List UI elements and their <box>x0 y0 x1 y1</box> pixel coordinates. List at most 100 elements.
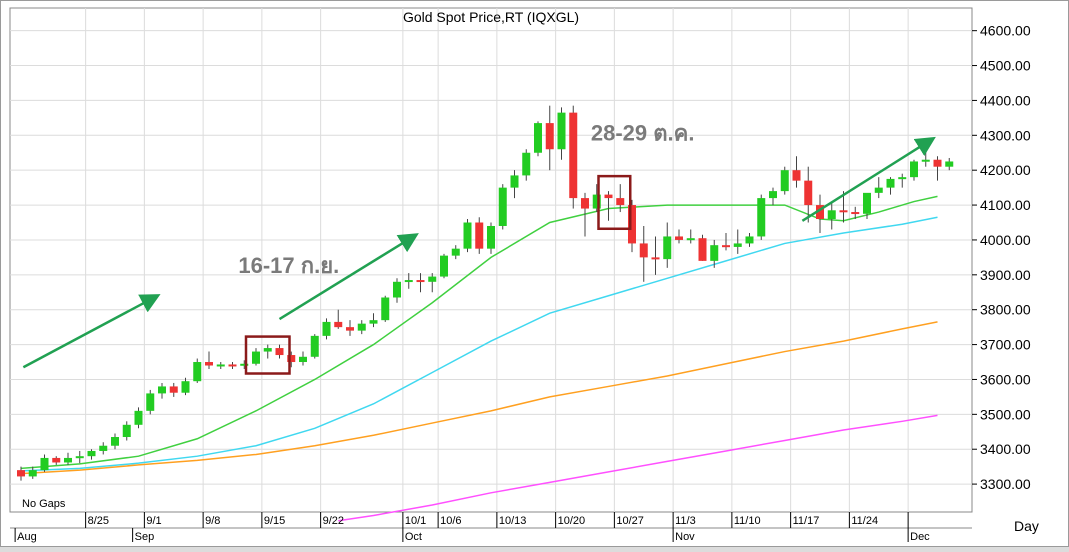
x-day-label: 10/1 <box>405 515 426 527</box>
candle-body <box>792 170 801 181</box>
highlight-box <box>597 174 632 231</box>
candle-body <box>686 238 695 241</box>
candle-body <box>475 222 484 249</box>
candle-body <box>933 159 942 167</box>
candle-body <box>510 175 519 188</box>
candle-body <box>722 245 730 248</box>
no-gaps-note: No Gaps <box>22 498 66 510</box>
candle-body <box>827 210 836 220</box>
highlight-box <box>244 335 291 375</box>
trend-arrow <box>22 294 161 369</box>
y-tick-label: 3500.00 <box>980 406 1031 422</box>
candle-body <box>193 362 202 382</box>
candle-body <box>863 192 871 214</box>
moving-average-line <box>338 414 938 522</box>
candle-body <box>416 280 425 283</box>
x-day-label: 11/3 <box>675 515 696 527</box>
x-day-label: 9/8 <box>205 515 220 527</box>
candle-body <box>216 364 225 367</box>
x-day-label: 11/17 <box>793 515 820 527</box>
candle-body <box>158 386 166 394</box>
x-month-label: Dec <box>910 531 930 543</box>
candle-body <box>757 198 766 237</box>
candle-body <box>463 222 472 249</box>
x-day-label: 9/22 <box>323 515 344 527</box>
candle-body <box>346 327 354 331</box>
y-tick-label: 4600.00 <box>980 23 1031 39</box>
y-tick-label: 4200.00 <box>980 162 1031 178</box>
candle-body <box>228 364 237 367</box>
candle-body <box>663 236 672 260</box>
candle-body <box>122 424 131 438</box>
y-tick-label: 4000.00 <box>980 232 1031 248</box>
annotation-label: 28-29 ต.ค. <box>591 121 695 146</box>
candle-body <box>498 187 507 226</box>
candle-body <box>381 297 390 321</box>
x-day-label: 10/20 <box>558 515 586 527</box>
candle-body <box>557 112 566 150</box>
candle-body <box>369 320 378 324</box>
candle-body <box>99 445 108 451</box>
candle-body <box>874 187 883 193</box>
candle-body <box>52 457 61 463</box>
y-tick-label: 4300.00 <box>980 127 1031 143</box>
candle-body <box>675 236 683 240</box>
candle-body <box>263 348 272 352</box>
candle-body <box>169 386 178 393</box>
x-month-label: Nov <box>675 531 695 543</box>
candle-body <box>886 178 895 188</box>
candle-body <box>534 123 542 153</box>
candle-body <box>651 257 660 260</box>
candle-body <box>804 180 813 206</box>
x-day-label: 10/13 <box>499 515 527 527</box>
trend-arrow <box>278 233 419 321</box>
y-tick-label: 3400.00 <box>980 441 1031 457</box>
candle-body <box>581 198 589 209</box>
y-tick-label: 3900.00 <box>980 267 1031 283</box>
candle-body <box>733 243 742 247</box>
y-tick-label: 4400.00 <box>980 92 1031 108</box>
candle-body <box>910 161 918 178</box>
candle-body <box>181 381 190 393</box>
x-axis-unit-label: Day <box>1014 518 1039 534</box>
candle-body <box>28 470 37 477</box>
candle-body <box>545 123 554 150</box>
trend-arrow <box>801 136 936 222</box>
candle-body <box>252 351 260 364</box>
candle-body <box>898 177 907 180</box>
candle-body <box>40 457 49 471</box>
candle-body <box>698 238 707 261</box>
x-day-label: 9/1 <box>146 515 161 527</box>
x-day-label: 9/15 <box>264 515 285 527</box>
candle-body <box>240 363 249 366</box>
annotation-label: 16-17 ก.ย. <box>238 253 339 278</box>
candle-body <box>205 362 213 366</box>
candle-body <box>921 159 930 162</box>
y-tick-label: 3600.00 <box>980 371 1031 387</box>
candle-body <box>357 323 366 331</box>
candle-body <box>111 437 119 446</box>
candle-body <box>87 450 96 457</box>
candle-body <box>616 198 625 206</box>
candle-body <box>745 236 754 244</box>
candle-body <box>522 152 531 176</box>
x-day-label: 11/24 <box>851 515 878 527</box>
x-month-label: Oct <box>405 531 422 543</box>
moving-average-line <box>20 216 938 472</box>
candle-body <box>604 194 613 199</box>
chart-title: Gold Spot Price,RT (IQXGL) <box>403 9 579 25</box>
candle-body <box>134 410 143 425</box>
candle-body <box>639 243 648 258</box>
y-tick-label: 3300.00 <box>980 476 1031 492</box>
candle-body <box>310 335 319 357</box>
candle-body <box>839 210 848 213</box>
candle-body <box>322 321 331 336</box>
candle-body <box>393 281 401 298</box>
candle-body <box>17 470 25 477</box>
candle-body <box>487 225 495 249</box>
candle-body <box>440 255 448 277</box>
candle-body <box>780 170 789 192</box>
candle-body <box>710 245 719 261</box>
x-day-label: 10/6 <box>440 515 461 527</box>
